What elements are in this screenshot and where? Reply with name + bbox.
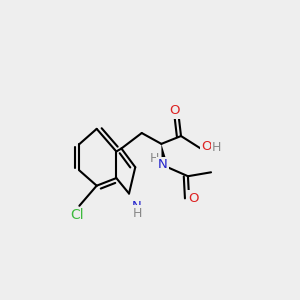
Text: O: O — [188, 192, 199, 205]
Text: N: N — [132, 200, 142, 213]
Text: H: H — [150, 152, 159, 165]
Text: Cl: Cl — [70, 208, 84, 222]
Text: N: N — [158, 158, 167, 171]
Polygon shape — [161, 144, 168, 167]
Text: O: O — [169, 104, 179, 117]
Text: H: H — [132, 207, 142, 220]
Text: H: H — [212, 141, 221, 154]
Text: O: O — [201, 140, 212, 153]
